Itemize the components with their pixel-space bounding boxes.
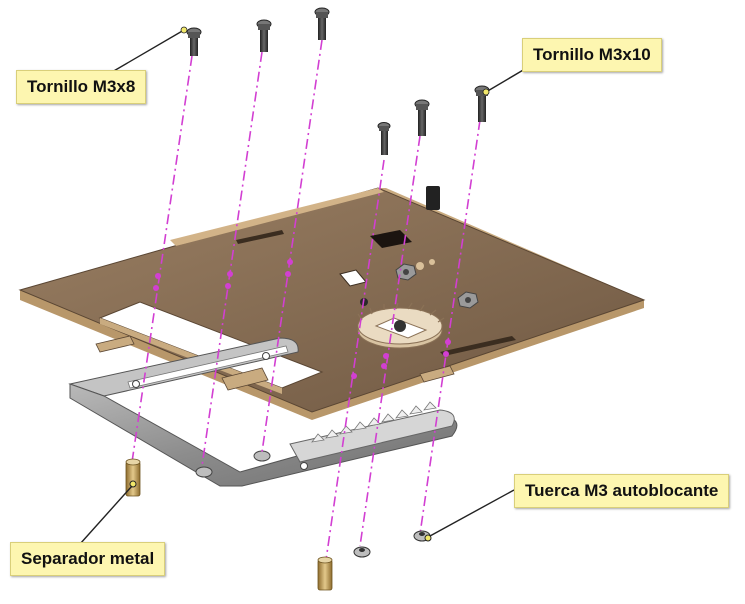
callout-screw-m3x8: Tornillo M3x8 bbox=[16, 70, 147, 104]
wooden-base-plate bbox=[18, 187, 646, 420]
screw-m3x10-2 bbox=[414, 99, 430, 136]
screw-m3x8-1 bbox=[186, 27, 202, 56]
metal-spacer-1 bbox=[125, 458, 141, 497]
screw-m3x8-3 bbox=[314, 7, 330, 40]
callout-leader-lines bbox=[79, 29, 531, 545]
screw-m3x10-1 bbox=[377, 122, 391, 155]
metal-spacer-group bbox=[125, 458, 333, 591]
servo-gear bbox=[357, 302, 445, 349]
screw-m3x10-group bbox=[377, 85, 490, 155]
callout-lock-nut: Tuerca M3 autoblocante bbox=[514, 474, 730, 508]
standoff-on-plate bbox=[426, 186, 440, 210]
lock-nut-1 bbox=[353, 546, 371, 558]
metal-rack-bracket bbox=[68, 337, 458, 487]
callout-metal-spacer: Separador metal bbox=[10, 542, 166, 576]
assembly-guide-lines bbox=[131, 39, 481, 561]
callout-screw-m3x10: Tornillo M3x10 bbox=[522, 38, 662, 72]
metal-spacer-2 bbox=[317, 556, 333, 591]
guide-line-markers bbox=[153, 259, 451, 379]
callout-leader-dots bbox=[180, 26, 490, 96]
lock-nut-2 bbox=[413, 530, 432, 542]
nut-on-plate bbox=[395, 263, 479, 309]
screw-m3x8-group bbox=[186, 7, 330, 56]
lock-nut-group bbox=[353, 530, 432, 558]
screw-m3x8-2 bbox=[256, 19, 272, 52]
